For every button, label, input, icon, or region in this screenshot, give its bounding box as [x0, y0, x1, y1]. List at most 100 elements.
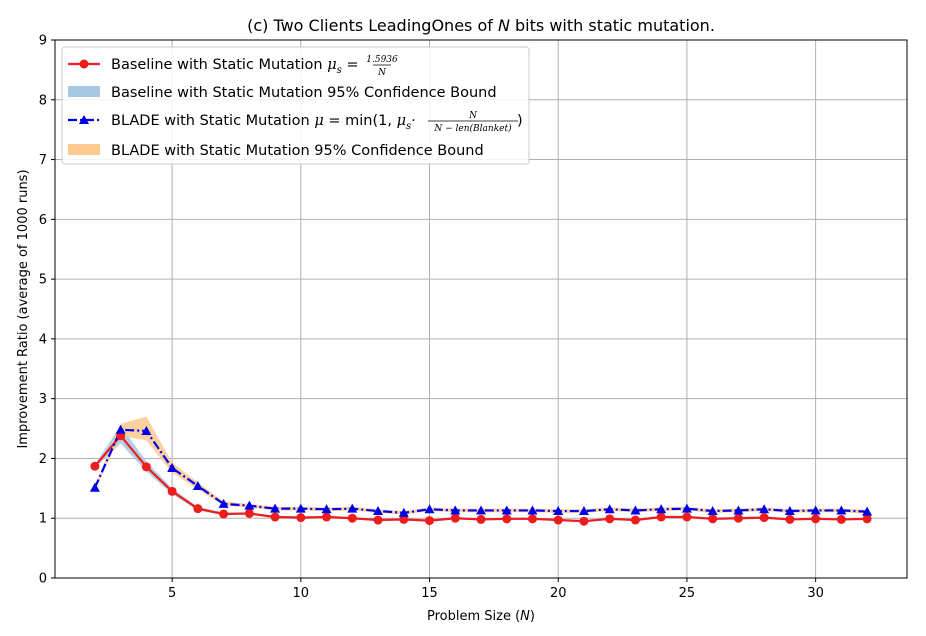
legend-fraction2-denominator: N − len(Blanket): [433, 123, 512, 134]
y-tick-label: 7: [39, 153, 47, 168]
blade-data-point: [862, 506, 873, 516]
baseline-data-point: [527, 514, 537, 524]
blade-data-point: [347, 503, 358, 513]
baseline-data-point: [553, 515, 563, 525]
baseline-data-point: [811, 514, 821, 524]
baseline-data-point: [373, 515, 383, 525]
baseline-data-point: [733, 513, 743, 523]
legend-fraction-denominator: N: [377, 68, 387, 78]
blade-data-point: [167, 463, 178, 473]
y-tick-label: 8: [39, 93, 47, 108]
blade-data-point: [501, 505, 512, 515]
baseline-data-point: [708, 514, 718, 524]
blade-data-point: [373, 506, 384, 516]
y-tick-label: 4: [39, 332, 47, 347]
blade-data-point: [192, 480, 203, 490]
blade-data-point: [759, 504, 770, 514]
x-tick-label: 5: [168, 586, 176, 601]
chart-title: (c) Two Clients LeadingOnes of N bits wi…: [247, 16, 715, 35]
baseline-data-point: [399, 514, 409, 524]
blade-data-point: [115, 424, 126, 434]
legend-swatch-blade-ci: [68, 144, 100, 155]
baseline-data-point: [862, 514, 872, 524]
legend-item-baseline: Baseline with Static Mutation μs = 1.593…: [68, 55, 398, 78]
baseline-data-point: [450, 513, 460, 523]
legend-fraction2-numerator: N: [468, 111, 478, 121]
blade-data-point: [244, 500, 255, 510]
blade-data-point: [810, 505, 821, 515]
blade-data-point: [604, 504, 615, 514]
baseline-data-point: [682, 512, 692, 522]
blade-data-point: [578, 506, 589, 516]
baseline-data-point: [296, 513, 306, 523]
legend-item-blade-ci: BLADE with Static Mutation 95% Confidenc…: [68, 143, 484, 159]
legend-label-baseline: Baseline with Static Mutation μs =: [111, 57, 359, 76]
blade-data-point: [527, 505, 538, 515]
baseline-data-point: [322, 512, 332, 522]
baseline-data-point: [425, 516, 435, 526]
baseline-data-point: [759, 513, 769, 523]
y-tick-label: 9: [39, 34, 47, 49]
blade-data-point: [218, 498, 229, 508]
blade-data-point: [836, 505, 847, 515]
legend-box: [61, 46, 530, 165]
baseline-data-point: [244, 508, 254, 518]
blade-data-point: [424, 504, 435, 514]
x-tick-label: 30: [807, 586, 824, 601]
x-axis-label: Problem Size (N): [427, 609, 535, 624]
baseline-data-point: [785, 514, 795, 524]
blade-data-point: [656, 504, 667, 514]
baseline-data-point: [502, 514, 512, 524]
y-tick-label: 2: [39, 452, 47, 467]
legend-closing-paren: ): [517, 113, 523, 129]
legend-item-blade: BLADE with Static Mutation μ = min(1, μs…: [68, 111, 523, 134]
blade-data-point: [450, 505, 461, 515]
y-tick-label: 0: [39, 572, 47, 587]
legend-swatch-baseline-marker: [79, 59, 89, 69]
y-axis-label: Improvement Ratio (average of 1000 runs): [16, 169, 31, 448]
y-tick-label: 5: [39, 273, 47, 288]
blade-data-point: [476, 505, 486, 515]
blade-data-point: [295, 503, 306, 513]
y-tick-label: 6: [39, 213, 47, 228]
blade-data-point: [398, 507, 409, 517]
baseline-data-point: [141, 462, 151, 472]
legend-label-baseline-ci: Baseline with Static Mutation 95% Confid…: [111, 85, 497, 101]
blade-data-point: [630, 505, 641, 515]
blade-data-point: [707, 506, 718, 516]
blade-data-point: [784, 506, 795, 516]
legend-item-baseline-ci: Baseline with Static Mutation 95% Confid…: [68, 85, 497, 101]
legend-swatch-baseline-ci: [68, 86, 100, 97]
axes-frame: [54, 39, 908, 579]
legend-label-blade: BLADE with Static Mutation μ = min(1, μs…: [111, 113, 416, 132]
baseline-data-point: [347, 513, 357, 523]
baseline-data-point: [270, 512, 280, 522]
legend-label-blade-ci: BLADE with Static Mutation 95% Confidenc…: [111, 143, 484, 159]
baseline-data-point: [656, 512, 666, 522]
baseline-data-point: [167, 486, 177, 496]
series-markers: [89, 424, 873, 526]
baseline-data-point: [630, 515, 640, 525]
baseline-data-point: [476, 514, 486, 524]
x-tick-label: 15: [421, 586, 438, 601]
blade-data-point: [270, 503, 281, 513]
ticks: 5 10 15 20 25 30 0 1 2 3 4 5 6 7 8 9: [39, 34, 824, 602]
blade-data-point: [553, 506, 564, 516]
blade-data-point: [733, 505, 744, 515]
x-tick-label: 20: [550, 586, 567, 601]
baseline-data-point: [836, 514, 846, 524]
x-tick-label: 25: [679, 586, 696, 601]
x-tick-label: 10: [293, 586, 310, 601]
legend-fraction-numerator: 1.5936: [366, 55, 398, 65]
baseline-data-point: [579, 516, 589, 526]
blade-data-point: [681, 503, 692, 513]
blade-data-point: [321, 504, 332, 514]
legend: Baseline with Static Mutation μs = 1.593…: [61, 46, 530, 165]
blade-data-point: [89, 482, 100, 492]
baseline-data-point: [90, 461, 100, 471]
blade-data-point: [141, 425, 152, 435]
baseline-data-point: [193, 504, 203, 514]
legend-swatch-blade-marker: [79, 115, 89, 124]
baseline-data-point: [219, 509, 229, 519]
